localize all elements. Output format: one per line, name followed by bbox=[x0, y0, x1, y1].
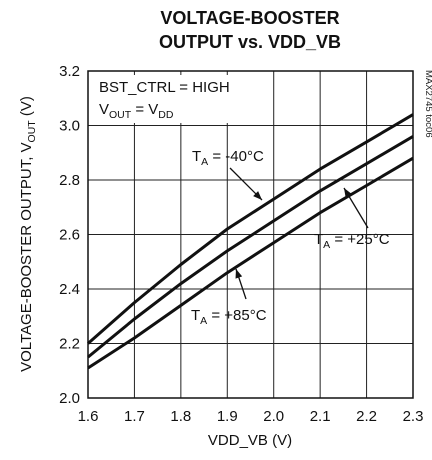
y-tick-label: 3.0 bbox=[59, 118, 80, 135]
series-line-minus40c bbox=[87, 113, 414, 345]
x-tick-label: 1.7 bbox=[124, 408, 145, 425]
annotation-plus25c: TA = +25°C bbox=[314, 231, 390, 251]
annotations: TA = -40°C TA = +25°C TA = +85°C bbox=[191, 148, 390, 327]
x-tick-label: 2.1 bbox=[310, 408, 331, 425]
x-tick-label: 2.2 bbox=[356, 408, 377, 425]
figure-code: MAX2745 toc06 bbox=[423, 70, 432, 138]
y-tick-label: 2.0 bbox=[59, 390, 80, 407]
series-line-plus85c bbox=[87, 156, 414, 370]
x-tick-labels: 1.6 1.7 1.8 1.9 2.0 2.1 2.2 2.3 bbox=[78, 408, 424, 425]
x-axis-label: VDD_VB (V) bbox=[208, 432, 292, 449]
y-tick-label: 2.2 bbox=[59, 336, 80, 353]
y-tick-label: 2.4 bbox=[59, 281, 80, 298]
condition-line2: VOUT = VDD bbox=[99, 101, 174, 121]
y-tick-labels: 2.0 2.2 2.4 2.6 2.8 3.0 3.2 bbox=[59, 63, 80, 407]
plot-frame bbox=[87, 70, 414, 399]
y-tick-label: 2.6 bbox=[59, 227, 80, 244]
series-lines bbox=[87, 113, 414, 370]
annotation-arrowhead bbox=[253, 191, 262, 200]
y-tick-label: 2.8 bbox=[59, 172, 80, 189]
x-tick-label: 2.0 bbox=[263, 408, 284, 425]
annotation-arrowhead bbox=[344, 188, 352, 198]
y-tick-label: 3.2 bbox=[59, 63, 80, 80]
x-tick-label: 1.6 bbox=[78, 408, 99, 425]
annotation-minus40c: TA = -40°C bbox=[192, 148, 264, 168]
x-tick-label: 1.8 bbox=[170, 408, 191, 425]
x-tick-label: 1.9 bbox=[217, 408, 238, 425]
conditions-box-bg bbox=[95, 75, 235, 123]
chart-title-line2: OUTPUT vs. VDD_VB bbox=[159, 32, 341, 52]
series-line-plus25c bbox=[87, 135, 414, 359]
chart-title-line1: VOLTAGE-BOOSTER bbox=[160, 8, 339, 28]
x-tick-label: 2.3 bbox=[403, 408, 424, 425]
condition-line1: BST_CTRL = HIGH bbox=[99, 79, 230, 96]
annotation-arrowhead bbox=[235, 269, 243, 279]
y-axis-label: VOLTAGE-BOOSTER OUTPUT, VOUT (V) bbox=[18, 96, 38, 372]
annotation-plus85c: TA = +85°C bbox=[191, 307, 267, 327]
